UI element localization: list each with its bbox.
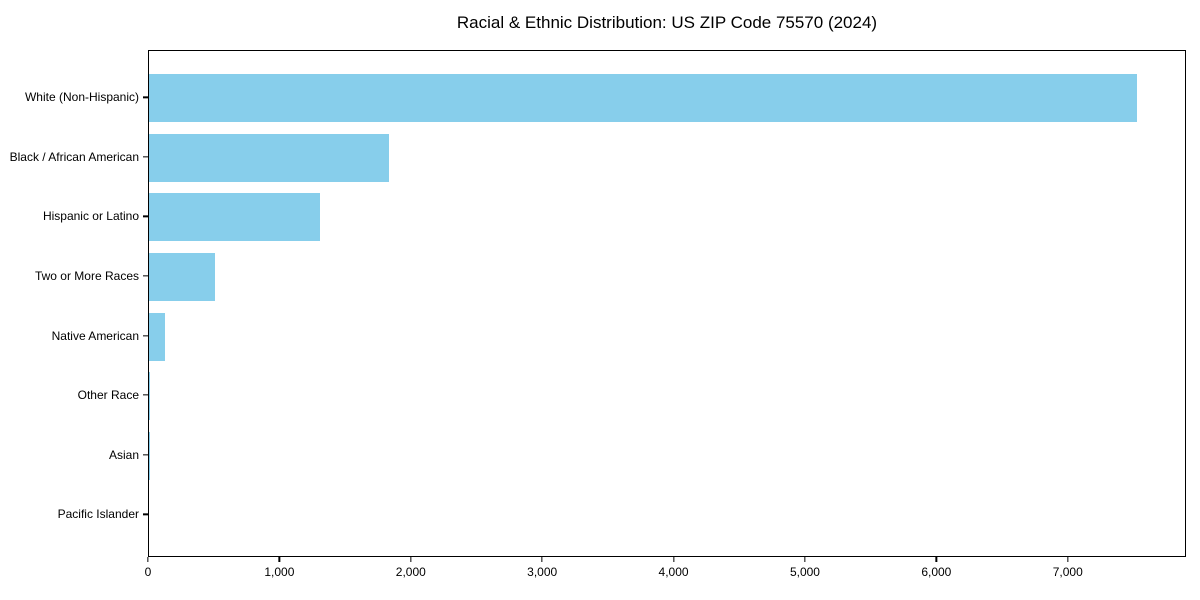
x-axis-tick	[935, 557, 937, 562]
chart-title: Racial & Ethnic Distribution: US ZIP Cod…	[456, 13, 878, 32]
bar	[149, 193, 320, 242]
x-axis-tick	[804, 557, 806, 562]
bar	[149, 372, 151, 421]
category-label: Other Race	[77, 388, 139, 403]
x-axis-tick-label: 7,000	[1052, 565, 1083, 579]
category-label: Hispanic or Latino	[42, 209, 139, 224]
bar	[149, 252, 215, 301]
category-label: Two or More Races	[34, 268, 139, 283]
bar	[149, 74, 1138, 123]
y-axis-tick	[143, 334, 148, 337]
y-axis-tick	[143, 215, 148, 218]
x-axis-tick	[1067, 557, 1069, 562]
category-label: Asian	[108, 447, 139, 462]
category-label: Native American	[51, 328, 139, 343]
bar	[149, 312, 165, 361]
x-axis-tick	[672, 557, 675, 562]
y-axis-tick	[143, 275, 148, 277]
y-axis-tick	[143, 394, 148, 396]
x-axis-tick	[278, 557, 281, 562]
plot-area	[148, 50, 1186, 557]
x-axis-tick-label: 5,000	[789, 565, 820, 579]
category-label: Black / African American	[9, 149, 139, 164]
bar	[149, 431, 150, 480]
x-axis-tick	[410, 557, 412, 562]
y-axis-tick	[143, 156, 148, 158]
bar	[149, 133, 390, 182]
category-label: Pacific Islander	[57, 507, 139, 522]
x-axis-tick	[541, 557, 543, 562]
x-axis-tick-label: 6,000	[921, 565, 952, 579]
x-axis-tick-label: 0	[144, 565, 152, 579]
y-axis-tick	[143, 513, 148, 515]
category-label: White (Non-Hispanic)	[24, 90, 139, 105]
x-axis-tick-label: 2,000	[395, 565, 426, 579]
x-axis-tick	[147, 557, 149, 562]
y-axis-tick	[143, 454, 148, 456]
x-axis-tick-label: 4,000	[658, 565, 689, 579]
y-axis-tick	[143, 96, 148, 98]
x-axis-tick-label: 1,000	[264, 565, 295, 579]
x-axis-tick-label: 3,000	[527, 565, 558, 579]
